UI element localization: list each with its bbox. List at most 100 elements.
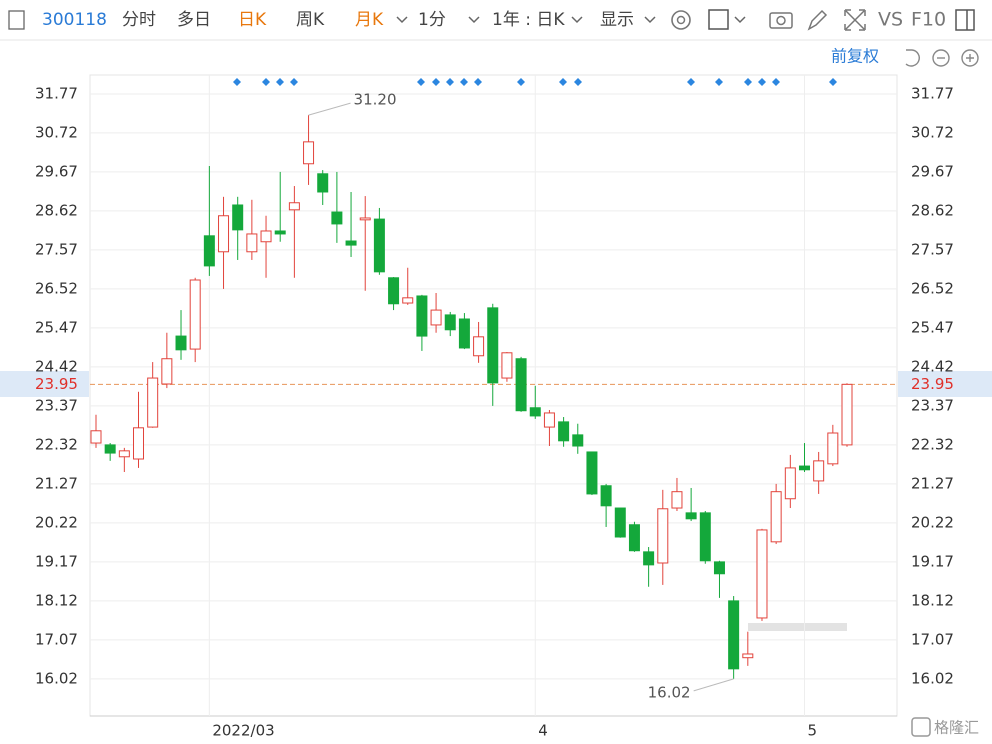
- candle-body: [444, 314, 456, 331]
- event-marker[interactable]: [687, 78, 695, 86]
- candle: [487, 303, 499, 406]
- tab[interactable]: 多日: [177, 10, 211, 30]
- price-band-right: [898, 371, 992, 397]
- event-marker[interactable]: [517, 78, 525, 86]
- candle-body: [770, 491, 782, 543]
- tab-active[interactable]: 日K: [238, 10, 267, 30]
- zoom-out-icon[interactable]: [932, 49, 950, 67]
- y-tick-label-left: 31.77: [35, 84, 78, 102]
- dropdown-arrow[interactable]: [468, 16, 480, 24]
- settings-icon[interactable]: [671, 10, 691, 30]
- candle: [841, 383, 853, 447]
- y-tick-label-right: 27.57: [911, 240, 954, 258]
- candle: [558, 417, 570, 447]
- x-tick-label: 5: [807, 722, 817, 740]
- draw-icon[interactable]: [807, 9, 828, 31]
- event-marker[interactable]: [262, 78, 270, 86]
- fullscreen-icon[interactable]: [844, 9, 866, 31]
- event-marker[interactable]: [290, 78, 298, 86]
- candle: [218, 196, 230, 289]
- zoom-in-icon[interactable]: [961, 49, 979, 67]
- event-marker[interactable]: [574, 78, 582, 86]
- event-marker[interactable]: [276, 78, 284, 86]
- panel-icon[interactable]: [955, 9, 975, 31]
- range-select[interactable]: 1年 : 日K: [492, 10, 565, 30]
- dropdown-arrow[interactable]: [571, 16, 583, 24]
- x-tick-label: 4: [538, 722, 548, 740]
- y-tick-label-left: 25.47: [35, 318, 78, 336]
- candle: [373, 207, 385, 275]
- event-marker[interactable]: [417, 78, 425, 86]
- candle-body: [345, 240, 357, 246]
- event-marker[interactable]: [446, 78, 454, 86]
- dropdown-arrow[interactable]: [644, 16, 656, 24]
- f10-button[interactable]: F10: [911, 9, 946, 31]
- candle: [614, 507, 626, 538]
- candle-body: [501, 352, 513, 379]
- zoom-in-plus: [966, 54, 974, 62]
- adjust-mode[interactable]: 前复权: [831, 47, 879, 66]
- camera-icon[interactable]: [769, 12, 793, 29]
- y-tick-label-right: 21.27: [911, 474, 954, 492]
- candle: [600, 483, 612, 527]
- candle-body: [303, 141, 315, 165]
- candle-body: [416, 295, 428, 337]
- event-marker[interactable]: [758, 78, 766, 86]
- event-marker[interactable]: [744, 78, 752, 86]
- dropdown-arrow[interactable]: [734, 16, 746, 24]
- candle-body: [430, 309, 442, 326]
- candle: [473, 321, 485, 363]
- high-leader: [308, 102, 351, 116]
- settings-icon-core: [676, 15, 686, 25]
- tab[interactable]: 月K: [355, 10, 384, 30]
- display-select[interactable]: 显示: [600, 10, 634, 30]
- candle-body: [671, 491, 683, 509]
- candle-body: [473, 336, 485, 357]
- low-leader: [693, 678, 734, 692]
- period-select[interactable]: 1分: [418, 10, 446, 30]
- candle-body: [827, 432, 839, 465]
- candle: [586, 451, 598, 496]
- candle-body: [841, 383, 853, 446]
- candle-body: [203, 235, 215, 267]
- candle-body: [586, 451, 598, 495]
- y-tick-label-left: 26.52: [35, 279, 78, 297]
- tab[interactable]: 周K: [296, 10, 325, 30]
- candle: [133, 391, 145, 468]
- candle: [331, 171, 343, 243]
- camera-lens: [776, 15, 786, 26]
- candle: [728, 596, 740, 679]
- sidebar-toggle[interactable]: [8, 10, 25, 30]
- candle-body: [274, 230, 286, 235]
- y-tick-label-left: 16.02: [35, 669, 78, 687]
- candle: [628, 521, 640, 552]
- dropdown-arrow[interactable]: [396, 16, 408, 24]
- vs-button[interactable]: VS: [878, 9, 903, 31]
- candle: [175, 310, 187, 360]
- stock-code[interactable]: 300118: [42, 10, 107, 30]
- event-marker[interactable]: [432, 78, 440, 86]
- event-marker[interactable]: [559, 78, 567, 86]
- candle: [303, 115, 315, 185]
- tab[interactable]: 分时: [122, 10, 156, 30]
- event-marker[interactable]: [474, 78, 482, 86]
- y-tick-label-right: 18.12: [911, 591, 954, 609]
- event-markers: [233, 78, 837, 86]
- candle-body: [246, 233, 258, 253]
- event-marker[interactable]: [233, 78, 241, 86]
- candle: [161, 332, 173, 389]
- event-marker[interactable]: [460, 78, 468, 86]
- candle-body: [643, 551, 655, 566]
- candle-body: [317, 173, 329, 193]
- event-marker[interactable]: [772, 78, 780, 86]
- current-price-label-right: 23.95: [911, 375, 954, 393]
- candle-body: [218, 215, 230, 253]
- event-marker[interactable]: [829, 78, 837, 86]
- reset-icon[interactable]: [905, 49, 920, 67]
- overlay-icon[interactable]: [708, 9, 729, 30]
- event-marker[interactable]: [715, 78, 723, 86]
- y-tick-label-left: 20.22: [35, 513, 78, 531]
- y-tick-label-left: 17.07: [35, 630, 78, 648]
- candle-body: [260, 230, 272, 243]
- y-tick-label-right: 22.32: [911, 435, 954, 453]
